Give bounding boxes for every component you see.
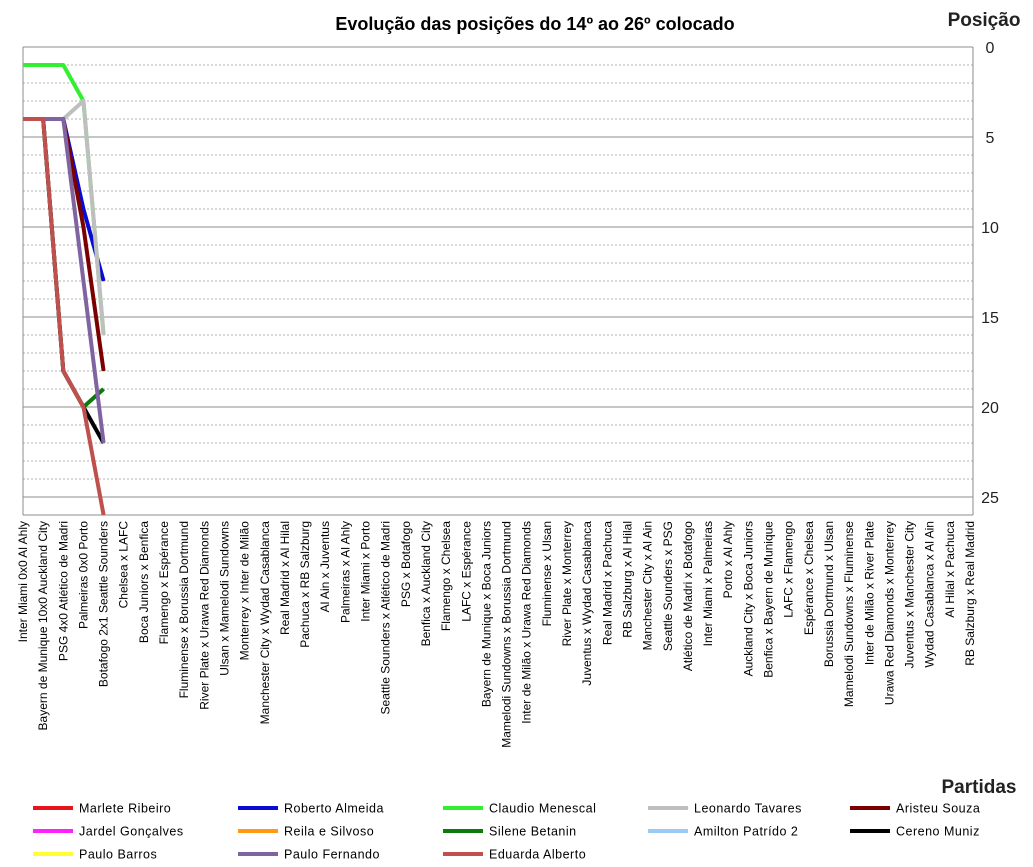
y-tick-label: 25 [981,490,999,507]
x-tick-label: Bayern de Munique 10x0 Auckland City [36,521,50,730]
x-tick-label: Botafogo 2x1 Seattle Sounders [97,521,111,687]
legend-label: Aristeu Souza [896,802,980,816]
legend-label: Cereno Muniz [896,825,980,839]
x-tick-label: River Plate x Urawa Red Diamonds [197,521,211,710]
y-axis-title: Posição [948,10,1021,31]
series-line [23,99,106,336]
x-tick-label: Real Madrid x Pachuca [600,521,614,645]
x-tick-label: Al Ain x Juventus [318,521,332,612]
x-tick-label: Fluminense x Ulsan [540,521,554,626]
legend-label: Amilton Patrído 2 [694,825,798,839]
x-tick-label: Palmeiras 0x0 Porto [76,521,90,629]
x-tick-label: Wydad Casablanca x Al Ain [923,521,937,668]
y-tick-label: 5 [986,130,995,147]
x-tick-label: Bayern de Munique x Boca Juniors [479,521,493,707]
x-tick-label: Boca Juniors x Benfica [137,521,151,643]
x-tick-label: Real Madrid x Al Hilal [278,521,292,635]
legend-label: Paulo Fernando [284,848,380,862]
x-tick-label: Juventus x Manchester City [903,521,917,668]
x-tick-label: Mamelodi Sundowns x Borussia Dortmund [500,521,514,748]
legend-label: Silene Betanin [489,825,577,839]
x-tick-label: Chelsea x LAFC [117,521,131,609]
legend-label: Roberto Almeida [284,802,384,816]
x-tick-label: LAFC x Espérance [459,521,473,622]
x-tick-label: Inter Miami 0x0 Al Ahly [16,521,30,642]
x-tick-label: Ulsan x Mamelodi Sundowns [217,521,231,676]
y-tick-label: 10 [981,220,999,237]
x-tick-label: Manchester City x Al Ain [641,521,655,650]
x-tick-label: Urawa Red Diamonds x Monterrey [882,521,896,705]
x-tick-label: LAFC x Flamengo [782,521,796,618]
x-tick-label: RB Salzburg x Real Madrid [963,521,977,666]
y-tick-label: 15 [981,310,999,327]
x-tick-label: Fluminense x Borussia Dortmund [177,521,191,698]
x-tick-label: Inter Miami x Porto [359,521,373,622]
x-tick-label: Seattle Sounders x Atlético de Madri [379,521,393,714]
x-tick-label: Monterrey x Inter de Milão [238,521,252,661]
x-tick-label: Porto x Al Ahly [721,521,735,598]
legend-label: Jardel Gonçalves [79,825,184,839]
x-tick-label: Flamengo x Chelsea [439,521,453,631]
x-tick-label: Auckland City x Boca Juniors [741,521,755,676]
x-tick-label: Inter Miami x Palmeiras [701,521,715,646]
x-tick-label: Juventus x Wydad Casablanca [580,521,594,686]
y-tick-label: 0 [986,40,995,57]
legend-label: Marlete Ribeiro [79,802,171,816]
x-tick-label: Benfica x Bayern de Munique [762,521,776,678]
series-line [23,117,106,516]
x-tick-label: Inter de Milão x River Plate [862,521,876,665]
x-tick-label: Borussia Dortmund x Ulsan [822,521,836,667]
x-tick-label: Mamelodi Sundowns x Fluminense [842,521,856,707]
legend-label: Reila e Silvoso [284,825,374,839]
x-tick-label: Pachuca x RB Salzburg [298,521,312,648]
chart-title: Evolução das posições do 14º ao 26º colo… [335,14,734,34]
x-tick-label: Benfica x Auckland City [419,521,433,646]
x-tick-label: Inter de Milão x Urawa Red Diamonds [520,521,534,724]
x-tick-label: Flamengo x Espérance [157,521,171,645]
x-tick-label: Seattle Sounders x PSG [661,521,675,651]
x-tick-label: Palmeiras x Al Ahly [338,521,352,623]
x-tick-label: River Plate x Monterrey [560,521,574,646]
legend-label: Leonardo Tavares [694,802,802,816]
legend-label: Eduarda Alberto [489,848,586,862]
x-tick-label: RB Salzburg x Al Hilal [620,521,634,638]
x-tick-label: PSG x Botafogo [399,521,413,607]
x-tick-label: Manchester City x Wydad Casablanca [258,521,272,725]
x-tick-label: Al Hilal x Pachuca [943,521,957,618]
x-tick-label: PSG 4x0 Atlético de Madri [56,521,70,661]
legend-label: Claudio Menescal [489,802,596,816]
x-tick-label: Espérance x Chelsea [802,521,816,635]
x-axis-title: Partidas [942,777,1017,798]
y-tick-label: 20 [981,400,999,417]
x-tick-label: Atlético de Madri x Botafogo [681,521,695,671]
legend-label: Paulo Barros [79,848,157,862]
